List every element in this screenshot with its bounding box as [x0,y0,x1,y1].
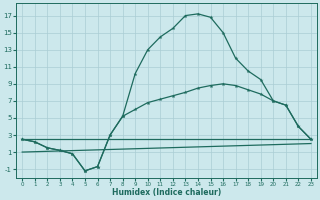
X-axis label: Humidex (Indice chaleur): Humidex (Indice chaleur) [112,188,221,197]
